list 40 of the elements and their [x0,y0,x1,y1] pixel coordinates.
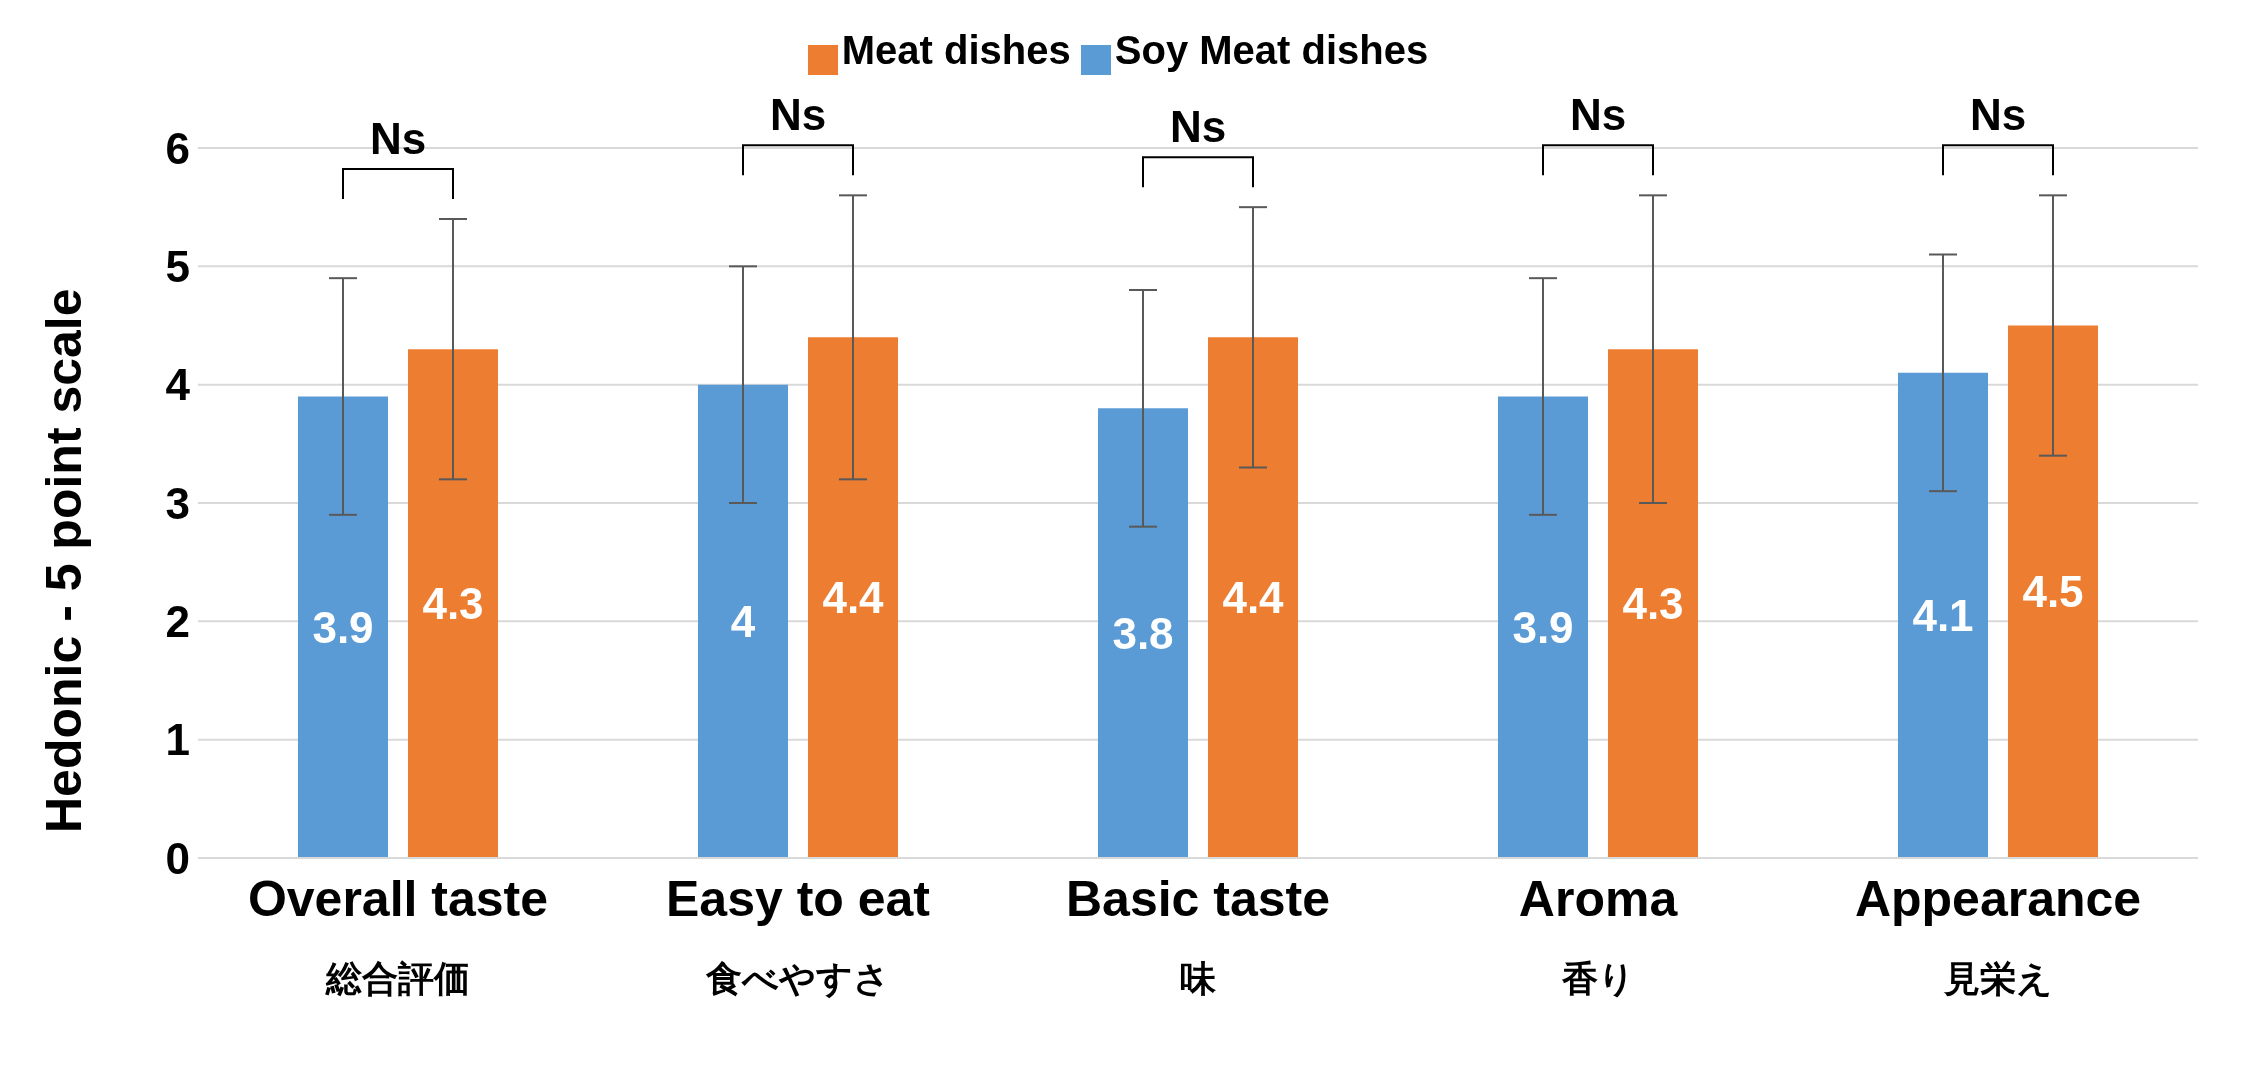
legend-label: Soy Meat dishes [1114,28,1429,72]
annotation: Ns [369,114,427,163]
data-label: 4.1 [1912,591,1974,641]
data-label: 4.4 [1222,573,1285,623]
data-label: 3.8 [1112,608,1174,658]
text: Ns [1569,90,1627,140]
annotation: Ns [1169,102,1227,152]
y-axis-title: Hedonic - 5 point scale [35,288,92,833]
data-label: 4 [730,596,756,646]
data-label: 3.9 [312,602,374,652]
text: Ns [769,90,827,140]
y-tick-label: 2 [165,596,190,646]
y-tick-label: 1 [165,715,190,765]
data-label: 4.5 [2022,567,2084,617]
x-tick-label: Appearance 見栄え [1854,871,2142,999]
bar [1208,337,1298,858]
y-tick-label: 0 [165,833,190,883]
text: Ns [1969,90,2027,140]
x-tick-label: Basic taste 味 [1065,871,1331,999]
bar [1608,349,1698,858]
bar [698,384,788,858]
data-label: 4.4 [822,573,885,623]
data-label: 4.3 [422,579,484,629]
data-label: 3.9 [1512,602,1574,652]
bar [298,396,388,858]
bar [408,349,498,858]
y-tick-label: 6 [165,123,190,173]
x-tick-label: Aroma 香り [1518,871,1679,999]
bar [2008,325,2098,858]
x-tick-label: Easy to eat 食べやすさ [665,871,931,999]
bar [1898,372,1988,858]
bar [1098,408,1188,858]
bar [1498,396,1588,858]
bar [808,337,898,858]
x-tick-label: Overall taste 総合評価 [247,871,549,999]
data-label: 4.3 [1622,579,1684,629]
y-tick-label: 4 [165,360,191,410]
y-tick-label: 3 [165,478,190,528]
y-tick-label: 5 [165,241,190,291]
legend-label: Meat dishes [841,28,1071,72]
